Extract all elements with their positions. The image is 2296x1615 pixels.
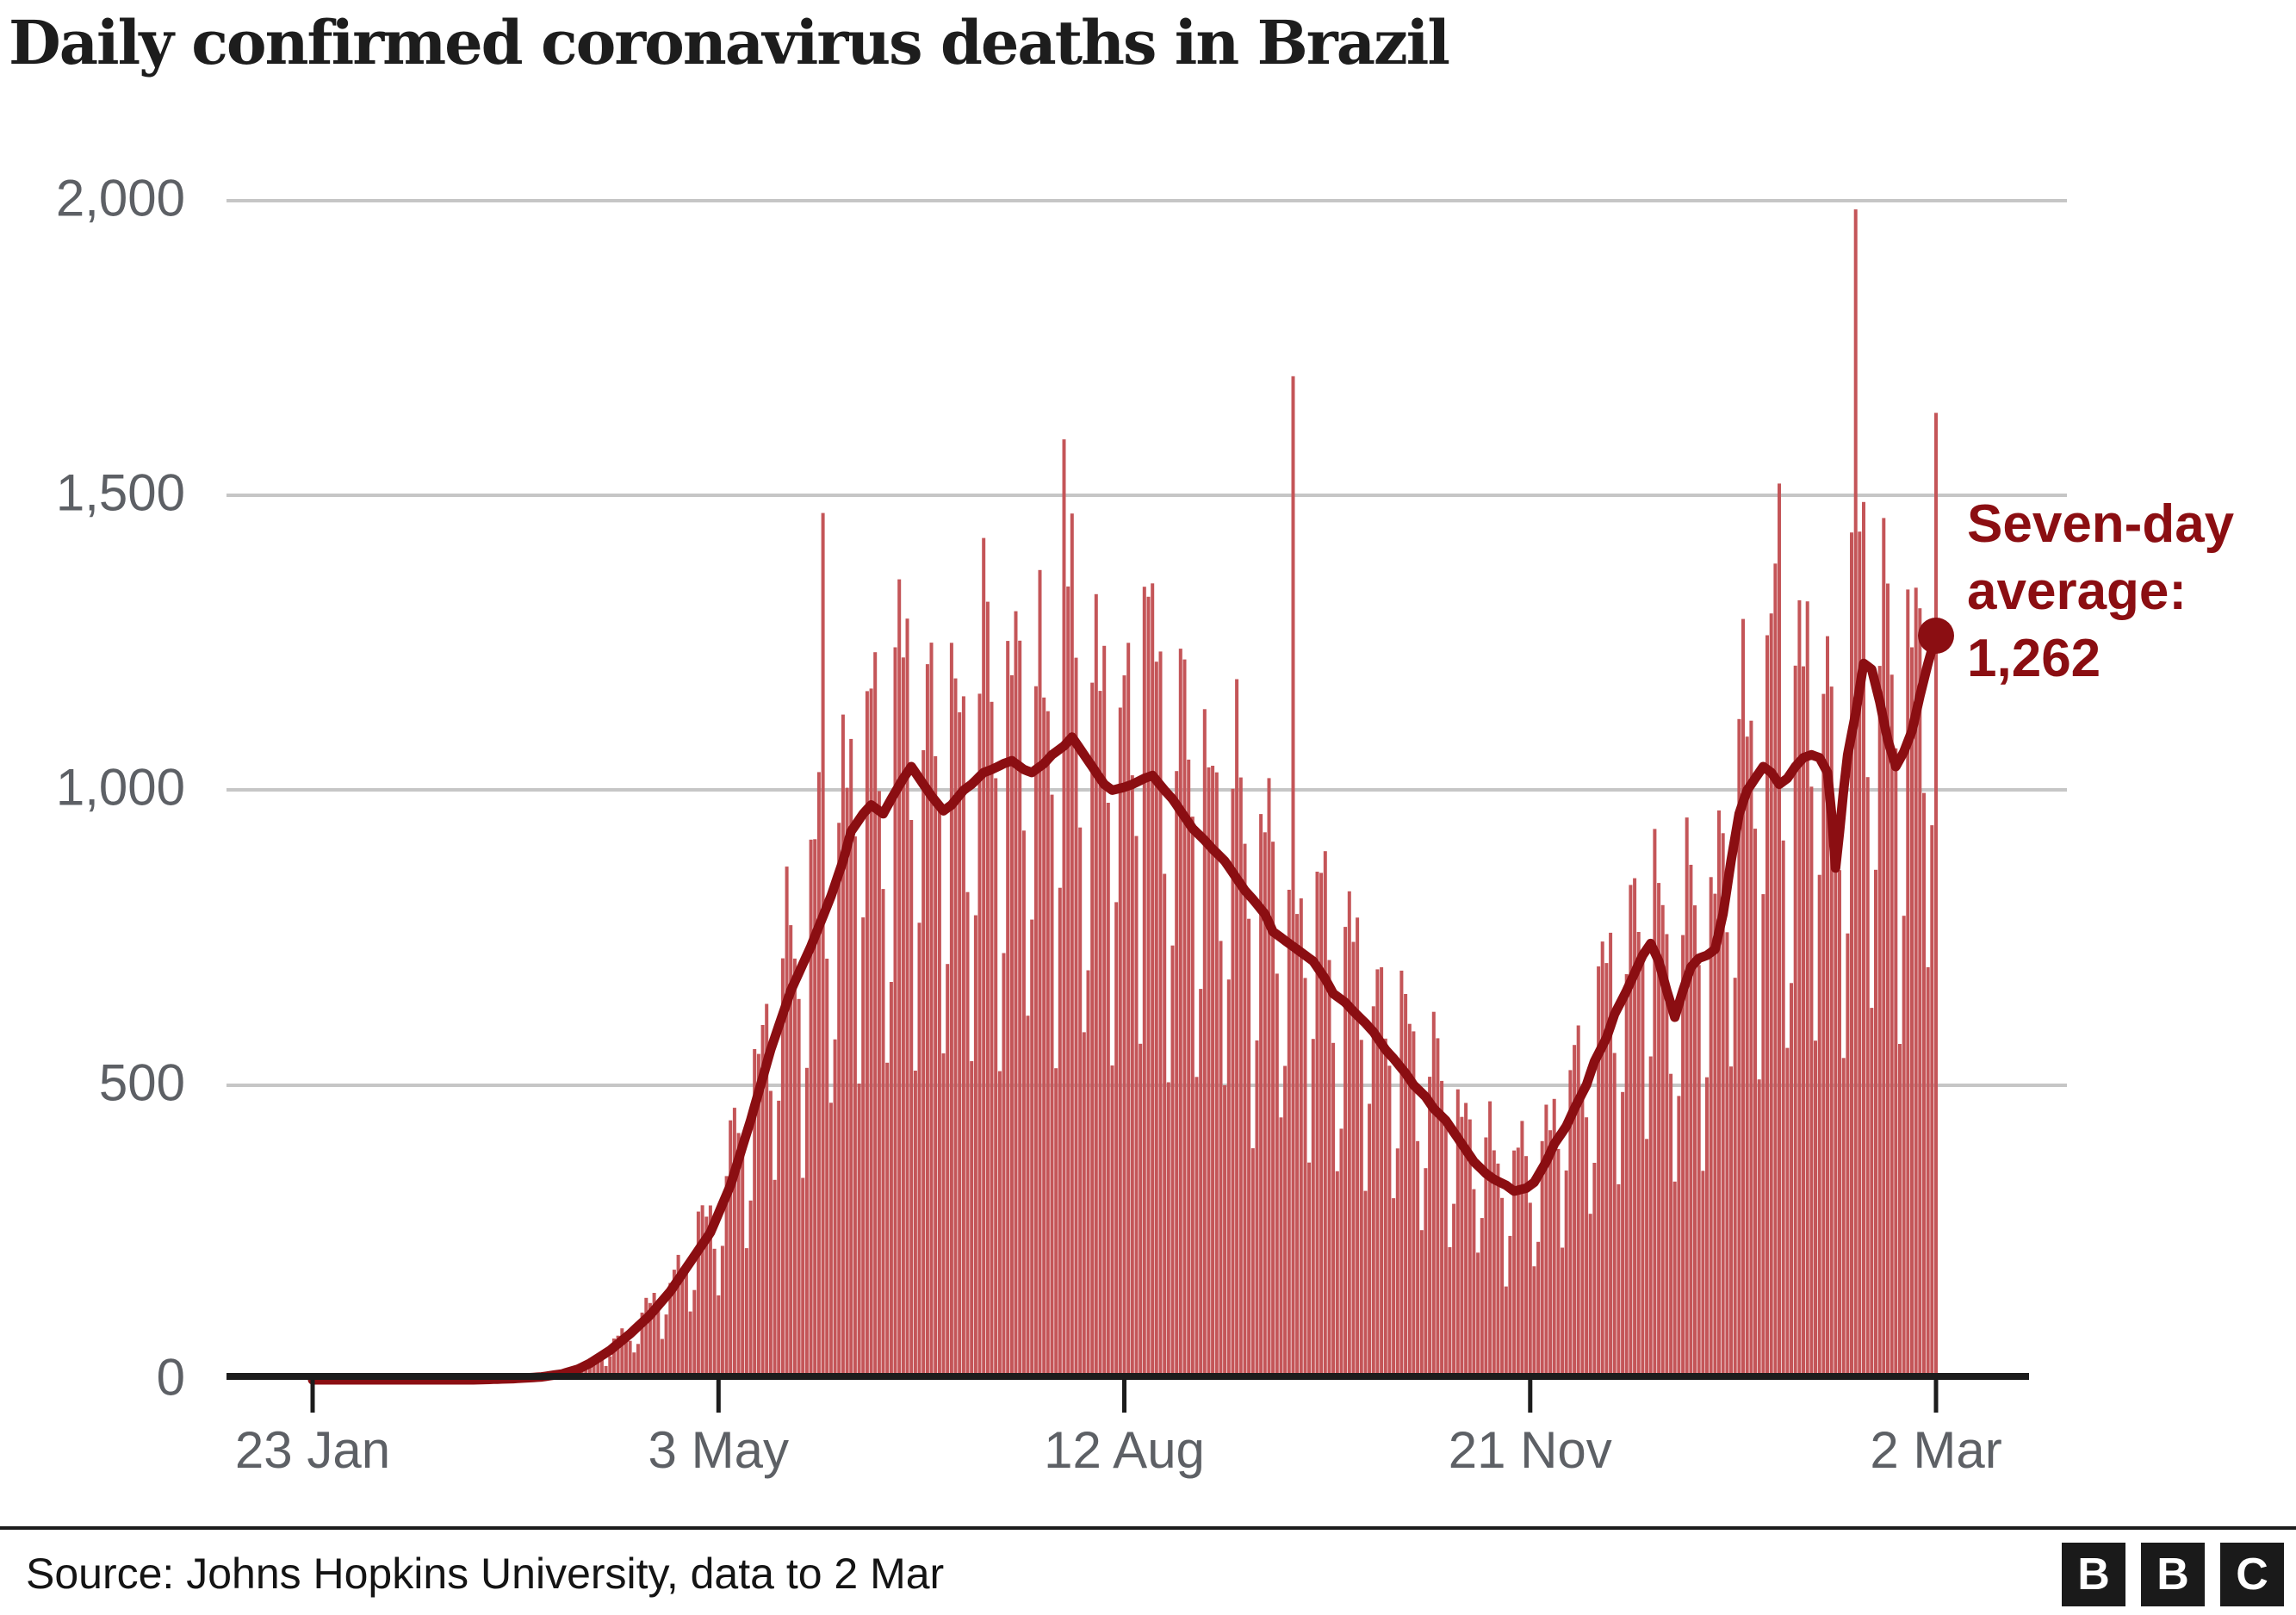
bbc-logo: B B C — [2062, 1543, 2284, 1606]
y-axis-label: 2,000 — [55, 169, 185, 227]
x-axis-label: 2 Mar — [1870, 1421, 2002, 1479]
line-end-dot — [1918, 618, 1954, 654]
daily-deaths-bars — [555, 209, 1938, 1377]
source-caption: Source: Johns Hopkins University, data t… — [26, 1550, 945, 1598]
bbc-logo-block-3: C — [2220, 1543, 2284, 1606]
bbc-logo-block-1: B — [2062, 1543, 2125, 1606]
annotation-line-1: Seven-day — [1967, 494, 2235, 554]
annotation-line-3: 1,262 — [1967, 629, 2101, 688]
x-axis-label: 3 May — [648, 1421, 789, 1479]
y-axis-label: 1,000 — [55, 758, 185, 817]
chart-title: Daily confirmed coronavirus deaths in Br… — [9, 7, 1450, 78]
bbc-logo-block-2: B — [2141, 1543, 2205, 1606]
y-axis-label: 1,500 — [55, 463, 185, 522]
x-axis-label: 12 Aug — [1044, 1421, 1205, 1479]
y-axis-label: 500 — [98, 1053, 185, 1112]
seven-day-average-annotation: Seven-day average: 1,262 — [1967, 491, 2296, 693]
x-axis-label: 23 Jan — [234, 1421, 391, 1479]
annotation-line-2: average: — [1967, 562, 2187, 621]
seven-day-average-line — [307, 630, 1941, 1385]
y-axis-label: 0 — [156, 1348, 185, 1407]
x-axis-label: 21 Nov — [1448, 1421, 1612, 1479]
footer-divider — [0, 1526, 2296, 1530]
x-axis-baseline-and-ticks — [226, 1373, 2029, 1413]
